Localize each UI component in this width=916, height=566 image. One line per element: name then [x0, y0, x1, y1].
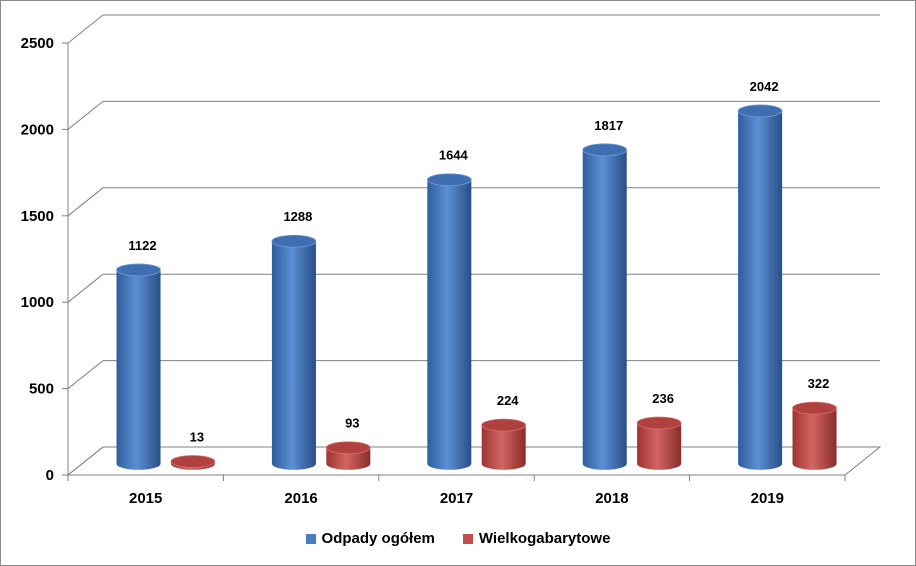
bar-1-2018: [637, 423, 682, 470]
bar-top-0-2017: [426, 173, 472, 187]
legend-item-series-1: Odpady ogółem: [305, 530, 435, 547]
data-label-1-2015: 13: [190, 430, 204, 445]
bar-top-1-2016: [325, 441, 371, 455]
bar-0-2015: [116, 269, 161, 470]
floor-plane: [66, 446, 882, 476]
y-tick-label-0: 0: [46, 467, 54, 484]
data-label-0-2016: 1288: [283, 209, 312, 224]
data-label-0-2019: 2042: [750, 79, 779, 94]
legend-swatch-series-1: [305, 533, 316, 544]
legend-swatch-series-2: [462, 533, 473, 544]
legend-label-series-2: Wielkogabarytowe: [478, 530, 611, 547]
data-label-1-2019: 322: [808, 376, 830, 391]
data-label-1-2016: 93: [345, 416, 359, 431]
bar-0-2018: [582, 149, 627, 470]
x-tick-label-2019: 2019: [751, 490, 784, 507]
bar-top-0-2016: [271, 234, 317, 248]
gridline-diagonal-500: [67, 360, 104, 389]
gridline-diagonal-2500: [67, 14, 104, 44]
legend-item-series-2: Wielkogabarytowe: [462, 530, 611, 547]
gridline-diagonal-1000: [67, 273, 104, 303]
x-tick-label-2015: 2015: [129, 490, 162, 507]
bar-1-2017: [481, 425, 526, 470]
bar-1-2019: [792, 408, 837, 470]
legend-label-series-1: Odpady ogółem: [321, 530, 435, 547]
data-label-1-2018: 236: [652, 391, 674, 406]
data-label-0-2018: 1817: [594, 118, 623, 133]
bar-0-2017: [427, 179, 472, 470]
bar-0-2016: [271, 241, 316, 470]
bar-top-0-2018: [582, 143, 628, 157]
x-tick-label-2018: 2018: [595, 490, 628, 507]
bar-top-0-2019: [737, 104, 783, 118]
data-label-0-2017: 1644: [439, 148, 469, 163]
gridline-diagonal-1500: [67, 187, 104, 217]
bar-top-1-2019: [792, 401, 837, 415]
y-tick-label-1000: 1000: [21, 294, 54, 311]
gridline-diagonal-2000: [67, 101, 104, 130]
bar-top-1-2018: [636, 416, 682, 430]
bar-0-2019: [738, 110, 783, 470]
x-tick-label-2017: 2017: [440, 490, 473, 507]
bar-top-1-2015: [170, 455, 216, 468]
y-tick-label-2000: 2000: [21, 121, 54, 138]
x-tick-label-2016: 2016: [284, 490, 317, 507]
y-tick-label-500: 500: [29, 381, 54, 398]
y-tick-label-2500: 2500: [21, 35, 54, 52]
bar-top-1-2017: [481, 418, 527, 432]
legend: Odpady ogółem Wielkogabarytowe: [0, 530, 916, 547]
data-label-0-2015: 1122: [128, 238, 156, 253]
y-tick-label-1500: 1500: [21, 208, 54, 225]
bar-top-0-2015: [116, 263, 161, 277]
data-label-1-2017: 224: [497, 393, 519, 408]
